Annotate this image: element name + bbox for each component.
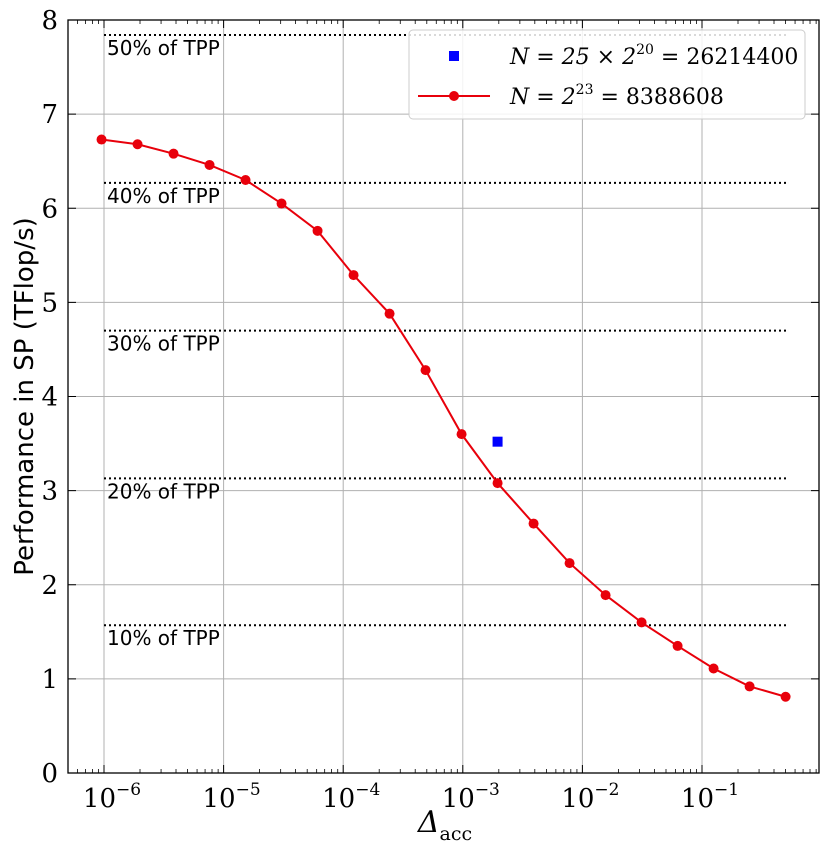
data-point (636, 617, 647, 628)
data-point (348, 270, 359, 281)
data-point (132, 139, 143, 150)
x-tick-label: 10−2 (561, 780, 619, 814)
data-point (492, 478, 503, 489)
tpp-reference-label: 10% of TPP (107, 626, 220, 650)
data-point (240, 175, 251, 186)
x-tick-label: 10−4 (322, 780, 380, 814)
x-tick-label: 10−3 (442, 780, 500, 814)
x-axis-label-subscript: acc (440, 823, 473, 845)
legend: N = 25 × 220 = 26214400 N = 223 = 8388608 (408, 29, 806, 120)
tpp-reference-label: 50% of TPP (107, 36, 220, 60)
y-tick-label: 1 (41, 665, 58, 695)
legend-box (408, 29, 806, 120)
x-tick-label: 10−1 (681, 780, 739, 814)
y-tick-label: 4 (41, 383, 58, 413)
y-axis-label: Performance in SP (TFlop/s) (10, 217, 40, 576)
x-tick-label: 10−5 (203, 780, 261, 814)
y-tick-label: 6 (41, 194, 58, 224)
data-point (744, 681, 755, 692)
grid-layer (68, 20, 819, 773)
data-point (96, 134, 107, 145)
legend-marker-circle (449, 91, 459, 101)
data-point (564, 558, 575, 569)
series-layer (96, 134, 791, 702)
tpp-reference-label: 40% of TPP (107, 184, 220, 208)
legend-marker-square (449, 51, 459, 61)
data-point (420, 365, 431, 376)
x-tick-label: 10−6 (83, 780, 141, 814)
data-point (312, 225, 323, 236)
data-point (600, 590, 611, 601)
legend-entry: N = 223 = 8388608 (509, 82, 724, 110)
data-point (780, 691, 791, 702)
y-tick-label: 3 (41, 477, 58, 507)
y-tick-label: 2 (41, 571, 58, 601)
data-point (528, 518, 539, 529)
tick-layer: 10−6 10−5 10−4 10−3 10−2 10−1 0 1 2 3 4 5 6 7 8 (41, 6, 819, 814)
data-point (204, 159, 215, 170)
data-point (456, 429, 467, 440)
data-point (708, 663, 719, 674)
y-tick-label: 7 (41, 100, 58, 130)
y-tick-label: 0 (41, 759, 58, 789)
y-tick-label: 8 (41, 6, 58, 36)
data-point (168, 148, 179, 159)
series-line (101, 138, 786, 698)
data-point-square (492, 436, 503, 447)
data-point (384, 308, 395, 319)
x-axis-label-symbol: Δ (417, 805, 440, 840)
reference-lines: 10% of TPP 20% of TPP 30% of TPP 40% of TPP… (104, 34, 786, 650)
tpp-reference-label: 20% of TPP (107, 479, 220, 503)
data-point (672, 640, 683, 651)
y-tick-label: 5 (41, 288, 58, 318)
tpp-reference-label: 30% of TPP (107, 332, 220, 356)
legend-entry: N = 25 × 220 = 26214400 (509, 42, 798, 70)
x-axis-label: Δacc (417, 805, 472, 845)
data-point (276, 198, 287, 209)
